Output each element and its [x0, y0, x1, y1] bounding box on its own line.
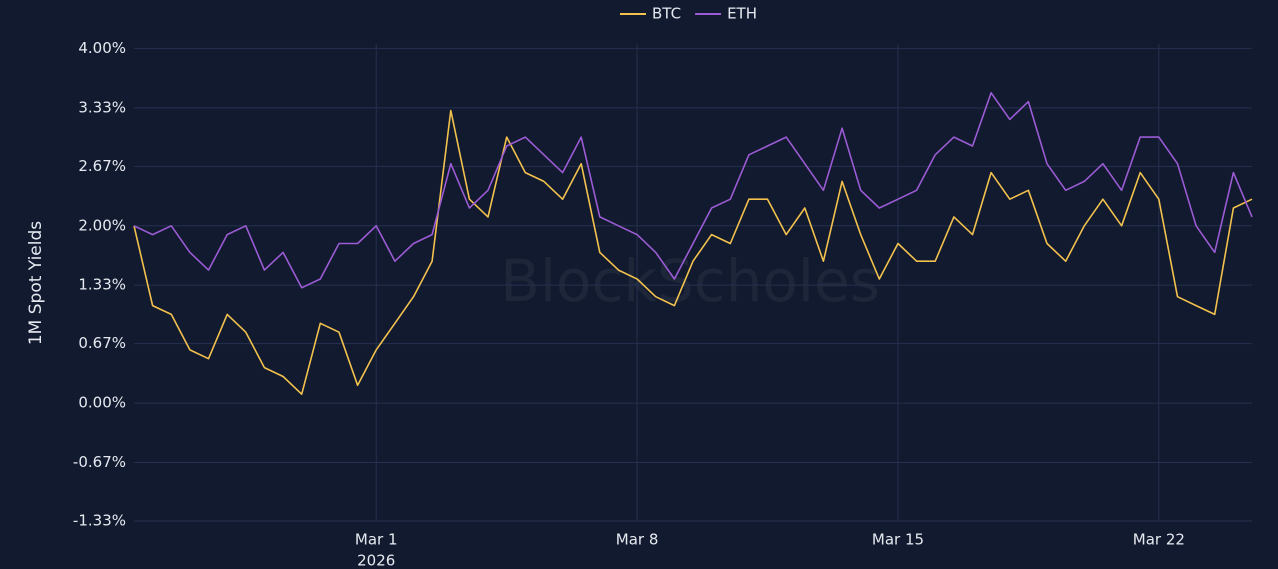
- x-tick-label: Mar 15: [872, 531, 924, 549]
- watermark: BlockScholes: [500, 247, 880, 315]
- y-axis-title: 1M Spot Yields: [26, 221, 46, 345]
- y-tick-label: 0.00%: [78, 394, 126, 412]
- y-tick-label: 2.00%: [78, 216, 126, 234]
- y-tick-label: -1.33%: [73, 512, 126, 530]
- series-line: [133, 92, 1253, 289]
- y-tick-label: -0.67%: [73, 453, 126, 471]
- y-tick-label: 0.67%: [78, 334, 126, 352]
- x-year-label: 2026: [357, 552, 395, 569]
- x-tick-label: Mar 22: [1133, 531, 1185, 549]
- x-tick-label: Mar 8: [616, 531, 659, 549]
- y-tick-label: 4.00%: [78, 39, 126, 57]
- y-tick-label: 2.67%: [78, 157, 126, 175]
- legend-label: BTC: [652, 5, 681, 23]
- series-line: [133, 109, 1253, 395]
- legend-label: ETH: [727, 5, 757, 23]
- x-tick-label: Mar 1: [355, 531, 398, 549]
- y-tick-label: 3.33%: [78, 98, 126, 116]
- y-tick-label: 1.33%: [78, 276, 126, 294]
